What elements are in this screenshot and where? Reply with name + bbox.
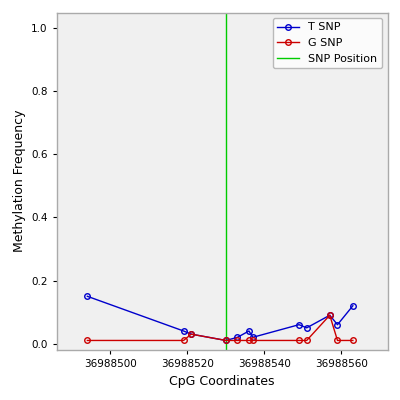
Legend: T SNP, G SNP, SNP Position: T SNP, G SNP, SNP Position	[273, 18, 382, 68]
X-axis label: CpG Coordinates: CpG Coordinates	[169, 374, 275, 388]
Y-axis label: Methylation Frequency: Methylation Frequency	[12, 110, 26, 252]
